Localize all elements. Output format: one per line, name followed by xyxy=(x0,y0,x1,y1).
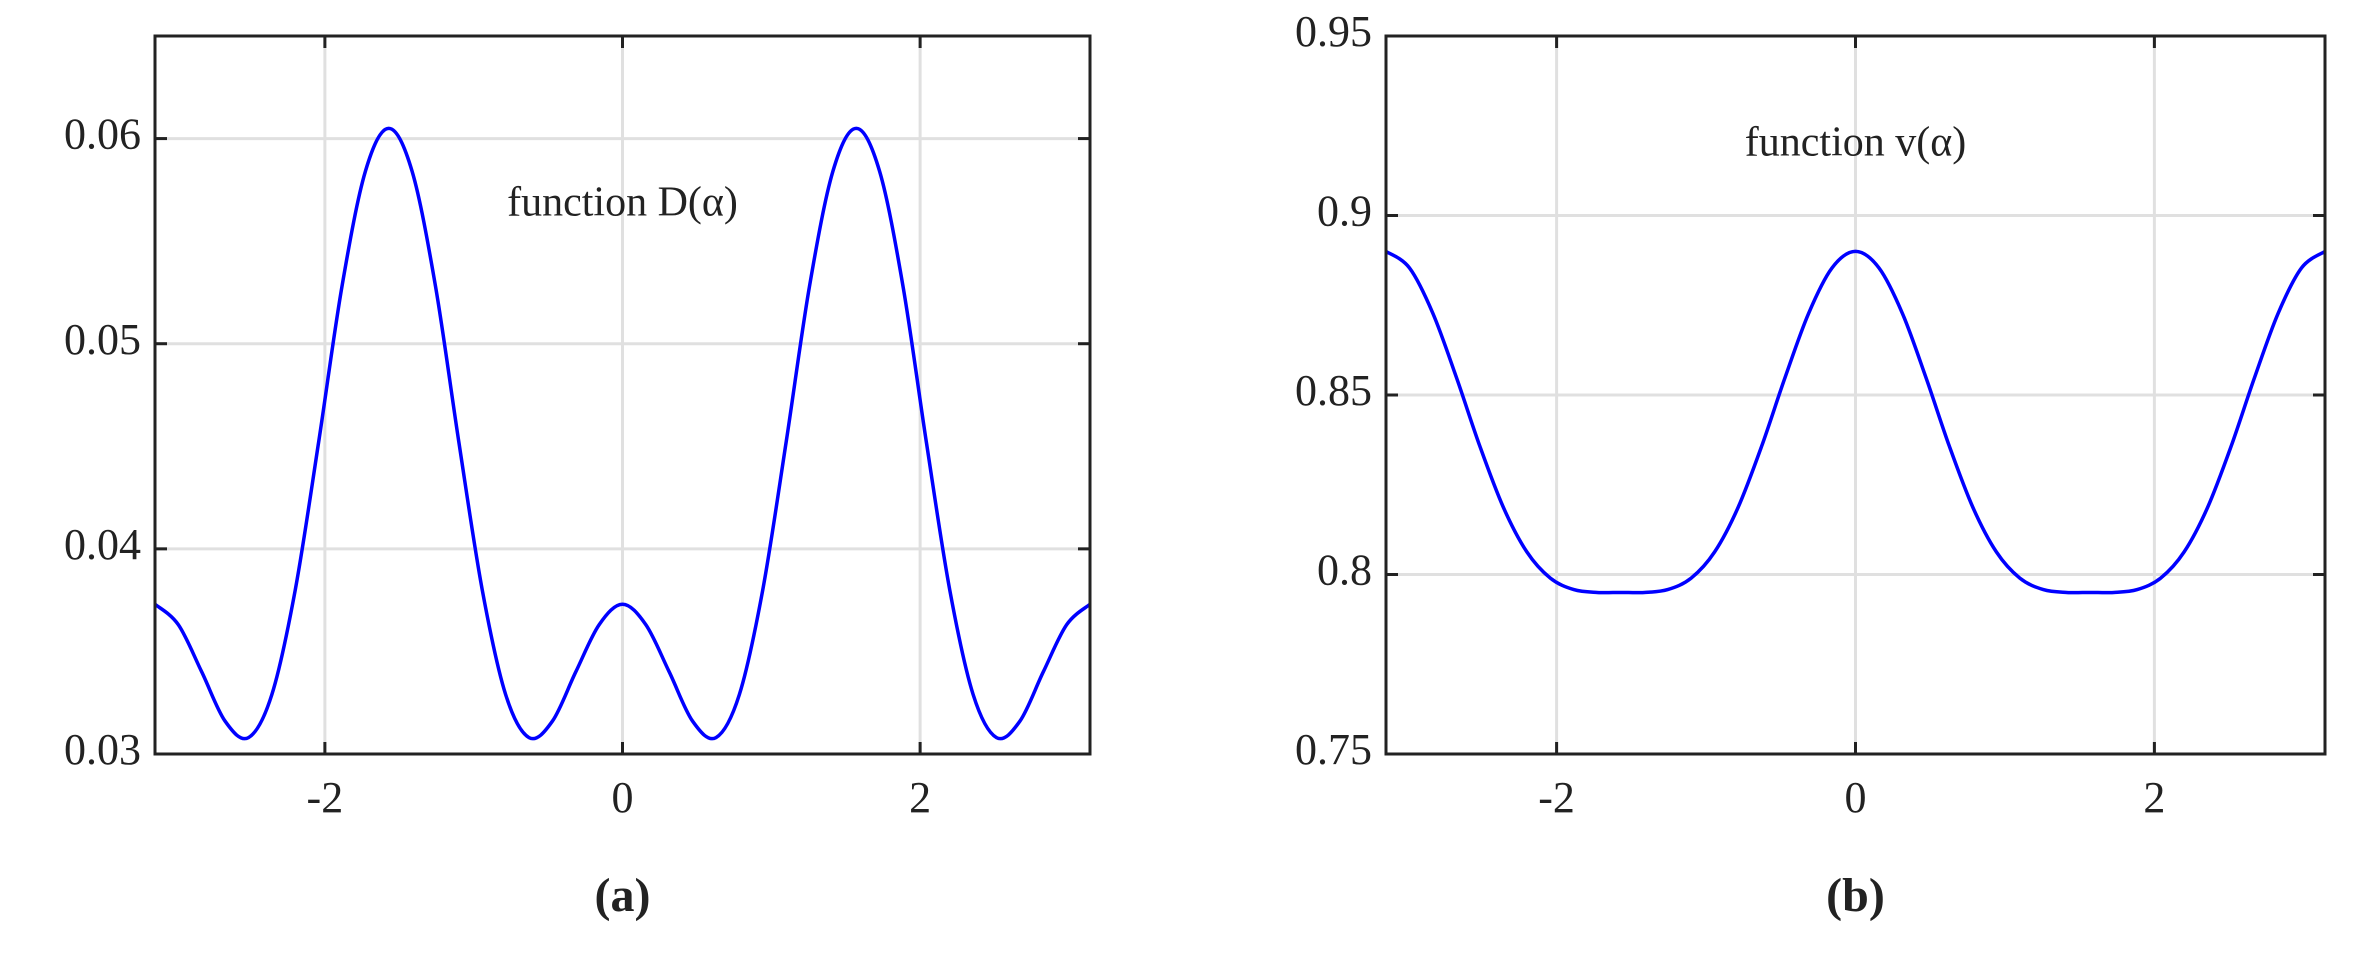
y-tick-label: 0.03 xyxy=(64,725,141,774)
annotation: function D(α) xyxy=(507,180,738,226)
y-tick-label: 0.75 xyxy=(1295,725,1372,774)
x-tick-label: 0 xyxy=(1845,773,1867,822)
x-tick-label: -2 xyxy=(307,773,344,822)
annotation: function v(α) xyxy=(1745,120,1966,166)
y-tick-label: 0.85 xyxy=(1295,366,1372,415)
x-tick-label: 0 xyxy=(612,773,634,822)
y-tick-label: 0.06 xyxy=(64,110,141,159)
data-line xyxy=(153,126,1092,741)
x-tick-label: 2 xyxy=(2143,773,2165,822)
y-tick-label: 0.9 xyxy=(1317,187,1372,236)
subplot-caption: (a) xyxy=(595,869,651,922)
y-tick-label: 0.95 xyxy=(1295,7,1372,56)
x-tick-label: -2 xyxy=(1538,773,1575,822)
data-line xyxy=(1384,249,2327,595)
x-tick-label: 2 xyxy=(909,773,931,822)
y-tick-label: 0.04 xyxy=(64,520,141,569)
y-tick-label: 0.05 xyxy=(64,315,141,364)
subplot-caption: (b) xyxy=(1826,869,1885,922)
plot-frame xyxy=(1384,34,2327,756)
plot-frame xyxy=(153,34,1092,756)
y-tick-label: 0.8 xyxy=(1317,546,1372,595)
